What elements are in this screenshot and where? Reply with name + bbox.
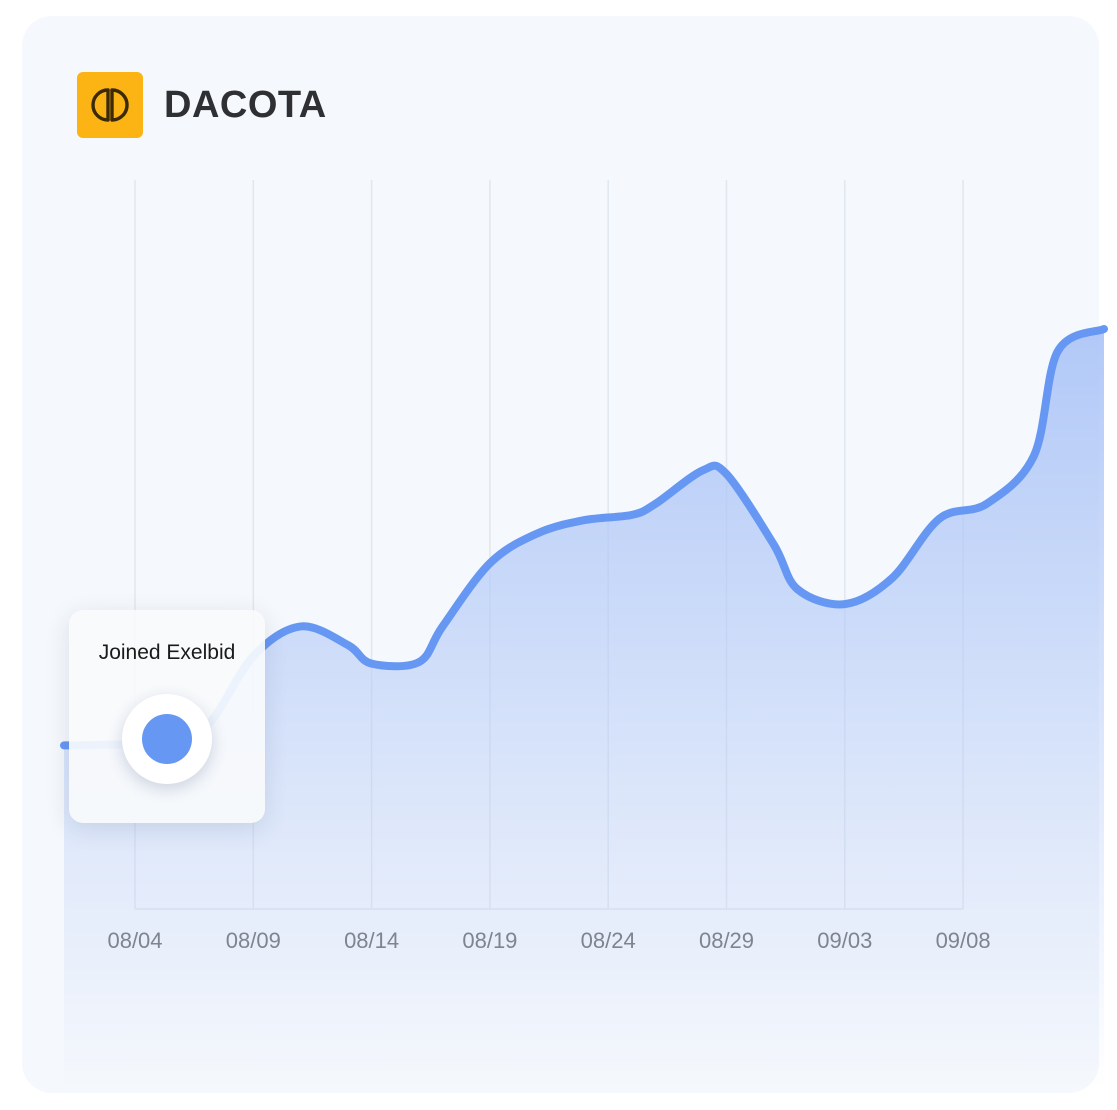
dacota-logo-icon	[77, 72, 143, 138]
x-tick-label: 08/14	[344, 928, 399, 953]
x-tick-label: 08/04	[107, 928, 162, 953]
series-area	[64, 328, 1104, 1090]
x-tick-label: 08/09	[226, 928, 281, 953]
event-marker[interactable]	[122, 694, 212, 784]
brand-name: DACOTA	[164, 83, 327, 126]
x-tick-label: 08/29	[699, 928, 754, 953]
event-annotation-label: Joined Exelbid	[98, 641, 236, 664]
event-marker-dot	[142, 714, 192, 764]
x-tick-label: 08/24	[581, 928, 636, 953]
x-tick-label: 08/19	[462, 928, 517, 953]
x-tick-label: 09/08	[936, 928, 991, 953]
x-tick-label: 09/03	[817, 928, 872, 953]
brand-header: DACOTA	[77, 72, 327, 138]
logo-mark-icon	[91, 88, 129, 122]
event-annotation-card: Joined Exelbid	[69, 610, 265, 823]
